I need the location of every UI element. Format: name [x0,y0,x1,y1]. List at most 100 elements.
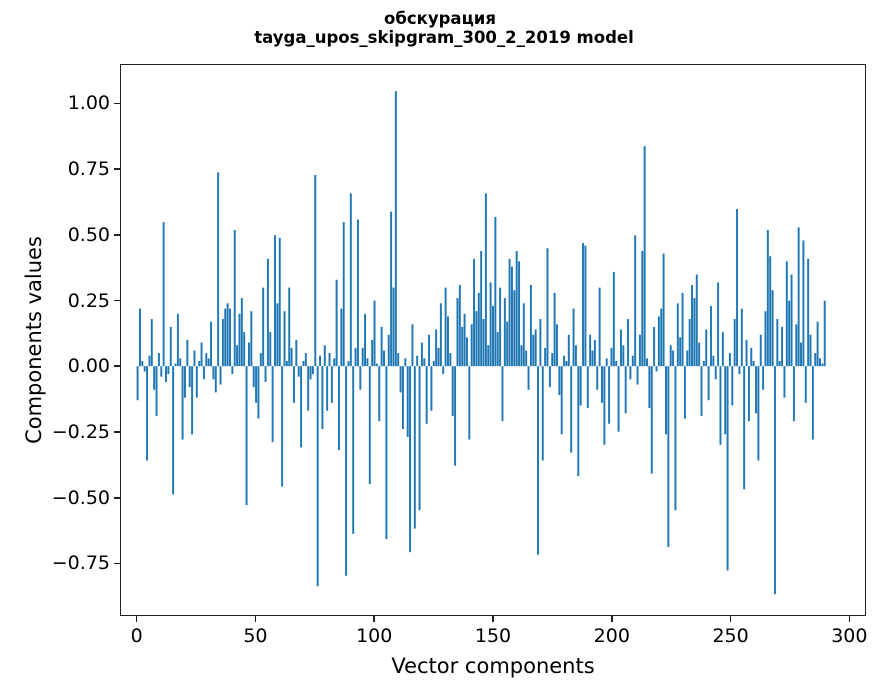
bar [304,353,307,367]
bar [136,366,139,401]
bar [150,319,153,367]
bar [683,366,686,419]
bar [236,345,239,367]
bar [399,366,402,393]
bar [245,366,248,505]
y-tick-label: −0.75 [51,552,110,575]
bar [560,366,563,435]
bar [653,326,656,367]
x-tick-label: 200 [593,625,630,647]
bar [494,216,497,367]
bar [349,193,352,367]
bar [570,366,573,453]
bar [447,316,449,367]
bar [664,366,667,435]
bar [217,172,220,367]
bar [641,250,644,367]
bar [229,308,231,367]
bar [307,366,310,411]
bar [359,366,362,390]
bar [821,363,824,367]
bar [766,230,769,367]
bar [458,285,461,367]
x-tick-label: 0 [130,625,143,647]
y-tick-label: 0.25 [67,289,110,312]
bar [416,355,419,367]
bar [572,308,575,367]
bar [380,326,383,367]
bar [397,353,400,367]
bar [174,363,177,367]
bar [257,366,260,419]
bar [710,305,712,367]
bar [262,287,265,367]
bar [582,243,585,367]
bar [688,319,691,367]
bar [556,324,558,367]
bar [475,311,478,367]
bar [470,324,473,367]
bar [390,211,393,367]
bar [612,271,615,367]
bar [413,366,416,529]
bar [375,363,378,367]
bar [274,235,276,367]
bar [214,366,217,393]
bar [437,347,440,367]
bar [264,366,267,382]
bar [747,366,750,422]
bar [198,360,201,367]
bar [482,319,485,367]
bar [631,355,634,367]
bar [169,326,172,367]
bar [686,350,689,367]
x-tick-mark [254,616,257,622]
bar [226,303,229,367]
bar [636,366,639,385]
bar [605,358,608,367]
bar [219,366,222,385]
bar [378,366,381,422]
bar [271,366,274,443]
bar [638,334,641,367]
y-tick-label: −0.25 [51,421,110,443]
bar [143,366,146,372]
bar [783,366,786,398]
chart-title-line-1: обскурация [384,9,496,28]
bar [513,290,516,367]
bar [202,366,205,380]
bar [655,366,658,372]
bar [463,313,466,367]
bar [250,311,253,367]
y-tick-label: 1.00 [67,92,110,115]
bar [347,360,350,367]
bar [292,366,295,403]
bar [736,209,739,367]
bar [567,334,570,367]
bar [418,366,421,511]
bar [411,324,414,367]
x-tick-mark [135,616,138,622]
bar [548,366,551,388]
bar [510,266,513,367]
bar [527,366,530,390]
bar [496,332,499,367]
bar [539,319,542,367]
bar [172,366,175,495]
bar [316,366,319,587]
bar [231,366,234,375]
bar [515,250,518,367]
bar [278,237,281,367]
bar [394,91,397,367]
bar [755,366,757,414]
bar [354,347,357,367]
y-tick-label: 0.50 [67,223,110,246]
bar [186,340,189,367]
x-tick-label: 100 [356,625,393,647]
bar [660,308,663,367]
bar [721,332,724,367]
bar [681,292,684,367]
bar [141,360,144,367]
bar [428,334,430,367]
